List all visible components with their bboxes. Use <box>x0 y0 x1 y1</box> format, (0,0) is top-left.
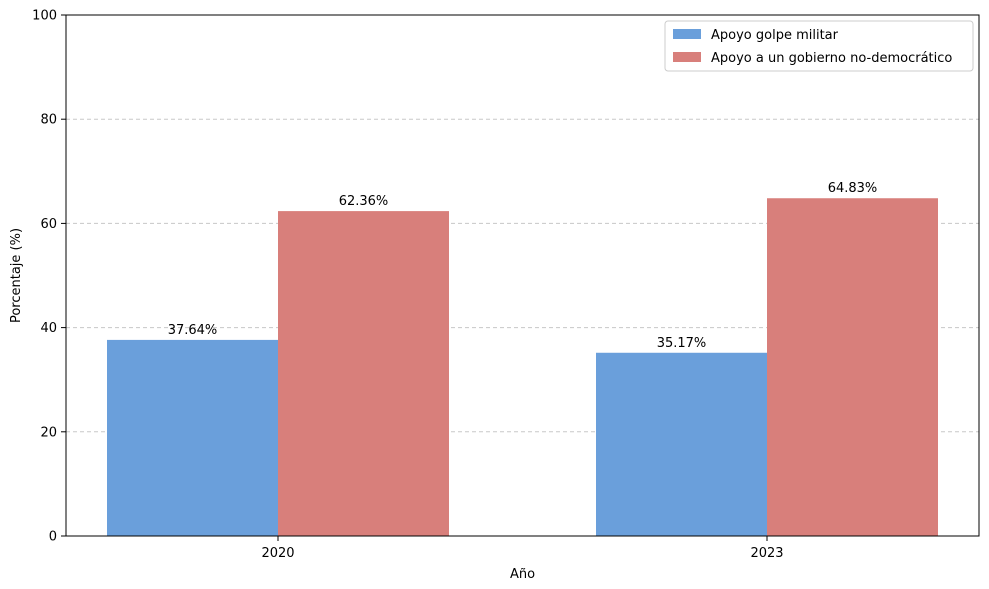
legend-swatch <box>673 52 701 62</box>
bar-value-labels: 37.64% 62.36% 35.17% 64.83% <box>168 181 878 351</box>
x-tick-label: 2020 <box>261 546 294 561</box>
bar-value-label: 64.83% <box>828 181 878 196</box>
legend: Apoyo golpe militar Apoyo a un gobierno n… <box>664 20 974 72</box>
y-axis-ticks: 0 20 40 60 80 100 <box>32 9 66 545</box>
y-tick-label: 20 <box>40 425 57 440</box>
legend-entry-label: Apoyo a un gobierno no-democrático <box>711 51 952 66</box>
bars <box>107 198 938 536</box>
legend-entry-label: Apoyo golpe militar <box>711 28 839 43</box>
x-axis-label: Año <box>510 567 535 582</box>
plot-frame <box>65 14 980 537</box>
bar-2020-apoyo-golpe-militar <box>107 339 278 536</box>
y-tick-label: 80 <box>40 113 57 128</box>
y-tick-label: 100 <box>32 9 57 24</box>
y-tick-label: 0 <box>49 530 57 545</box>
y-tick-label: 60 <box>40 217 57 232</box>
bar-2023-apoyo-gobierno-no-democratico <box>767 198 938 536</box>
bar-2023-apoyo-golpe-militar <box>596 352 767 536</box>
bar-value-label: 62.36% <box>339 194 389 209</box>
bar-2020-apoyo-gobierno-no-democratico <box>278 211 449 536</box>
y-tick-label: 40 <box>40 321 57 336</box>
bar-value-label: 37.64% <box>168 323 218 338</box>
legend-swatch <box>673 29 701 39</box>
grid-lines <box>66 118 979 433</box>
y-axis-label: Porcentaje (%) <box>9 228 24 323</box>
bar-value-label: 35.17% <box>657 336 707 351</box>
x-axis-ticks: 2020 2023 <box>261 536 784 561</box>
legend-box <box>664 20 974 72</box>
x-tick-label: 2023 <box>750 546 783 561</box>
